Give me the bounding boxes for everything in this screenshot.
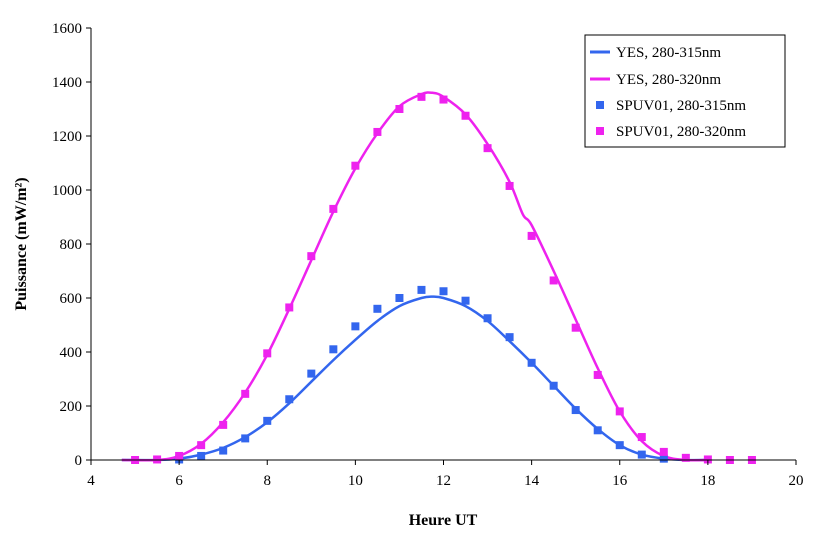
data-point-spuv-320 xyxy=(659,447,668,456)
legend-label-yes-320: YES, 280-320nm xyxy=(616,72,721,88)
data-point-spuv-320 xyxy=(307,252,316,261)
legend: YES, 280-315nm YES, 280-320nm SPUV01, 28… xyxy=(584,34,786,148)
series-line-yes-320 xyxy=(121,91,708,462)
data-point-spuv-315 xyxy=(527,358,536,367)
legend-label-spuv-315: SPUV01, 280-315nm xyxy=(616,98,746,114)
data-point-spuv-315 xyxy=(373,304,382,313)
data-point-spuv-320 xyxy=(615,407,624,416)
y-tick-label: 1400 xyxy=(52,75,82,91)
y-tick-label: 800 xyxy=(60,237,83,253)
x-axis-title: Heure UT xyxy=(409,512,478,529)
legend-label-spuv-320: SPUV01, 280-320nm xyxy=(616,124,746,140)
data-point-spuv-320 xyxy=(285,303,294,312)
series-line-yes-315 xyxy=(121,295,708,462)
data-point-spuv-320 xyxy=(637,433,646,442)
y-tick-label: 400 xyxy=(60,345,83,361)
data-point-spuv-315 xyxy=(439,287,448,296)
data-point-spuv-320 xyxy=(505,181,514,190)
data-point-spuv-315 xyxy=(329,345,338,354)
x-tick-label: 8 xyxy=(264,473,272,489)
data-point-spuv-315 xyxy=(483,314,492,323)
data-point-spuv-315 xyxy=(571,406,580,415)
data-point-spuv-320 xyxy=(571,323,580,332)
legend-marker-spuv-320 xyxy=(596,127,604,135)
data-point-spuv-315 xyxy=(395,294,404,302)
data-point-spuv-320 xyxy=(197,441,206,450)
data-point-spuv-320 xyxy=(593,370,602,379)
axes-layer: 0 200 400 600 800 1000 1200 1400 1600 4 6 8 10 12 14 16… xyxy=(52,21,804,489)
y-axis-title: Puissance (mW/m²) xyxy=(13,177,30,310)
x-tick-label: 6 xyxy=(175,473,183,489)
x-tick-label: 14 xyxy=(524,473,540,489)
data-point-spuv-315 xyxy=(219,446,228,455)
y-tick-label: 1600 xyxy=(52,21,82,37)
data-point-spuv-315 xyxy=(285,395,294,404)
data-point-spuv-320 xyxy=(373,127,382,136)
data-point-spuv-315 xyxy=(549,381,558,390)
data-point-spuv-320 xyxy=(527,231,536,240)
data-point-spuv-320 xyxy=(417,92,426,101)
data-point-spuv-320 xyxy=(263,349,272,358)
data-point-spuv-320 xyxy=(175,451,184,460)
x-tick-label: 12 xyxy=(436,473,451,489)
data-point-spuv-315 xyxy=(593,426,602,435)
x-tick-label: 4 xyxy=(87,473,95,489)
data-point-spuv-315 xyxy=(505,333,514,342)
data-point-spuv-315 xyxy=(307,369,316,378)
data-point-spuv-320 xyxy=(395,105,404,113)
data-point-spuv-320 xyxy=(461,111,470,120)
y-tick-label: 1000 xyxy=(52,183,82,199)
y-tick-label: 200 xyxy=(60,399,83,415)
y-tick-label: 1200 xyxy=(52,129,82,145)
data-point-spuv-320 xyxy=(351,161,360,170)
data-point-spuv-315 xyxy=(615,441,624,450)
data-point-spuv-315 xyxy=(263,416,272,425)
series-layer xyxy=(121,91,756,464)
data-point-spuv-320 xyxy=(703,455,712,464)
data-point-spuv-320 xyxy=(483,144,492,153)
data-point-spuv-315 xyxy=(241,434,250,443)
data-point-spuv-320 xyxy=(329,204,338,213)
data-point-spuv-320 xyxy=(241,389,250,398)
data-point-spuv-320 xyxy=(219,420,228,429)
data-point-spuv-320 xyxy=(153,455,162,464)
data-point-spuv-315 xyxy=(351,322,360,331)
legend-label-yes-315: YES, 280-315nm xyxy=(616,45,721,61)
x-tick-label: 10 xyxy=(348,473,363,489)
y-tick-label: 600 xyxy=(60,291,83,307)
data-point-spuv-315 xyxy=(659,454,668,463)
data-point-spuv-320 xyxy=(439,95,448,104)
x-tick-label: 16 xyxy=(612,473,628,489)
data-point-spuv-315 xyxy=(637,450,646,459)
data-point-spuv-320 xyxy=(681,453,690,462)
y-tick-label: 0 xyxy=(75,453,83,469)
legend-box xyxy=(584,34,786,148)
x-tick-label: 18 xyxy=(700,473,715,489)
data-point-spuv-315 xyxy=(417,285,426,294)
data-point-spuv-320 xyxy=(549,276,558,285)
data-point-spuv-315 xyxy=(461,296,470,305)
data-point-spuv-315 xyxy=(197,451,206,460)
legend-marker-spuv-315 xyxy=(596,101,604,109)
x-tick-label: 20 xyxy=(789,473,804,489)
